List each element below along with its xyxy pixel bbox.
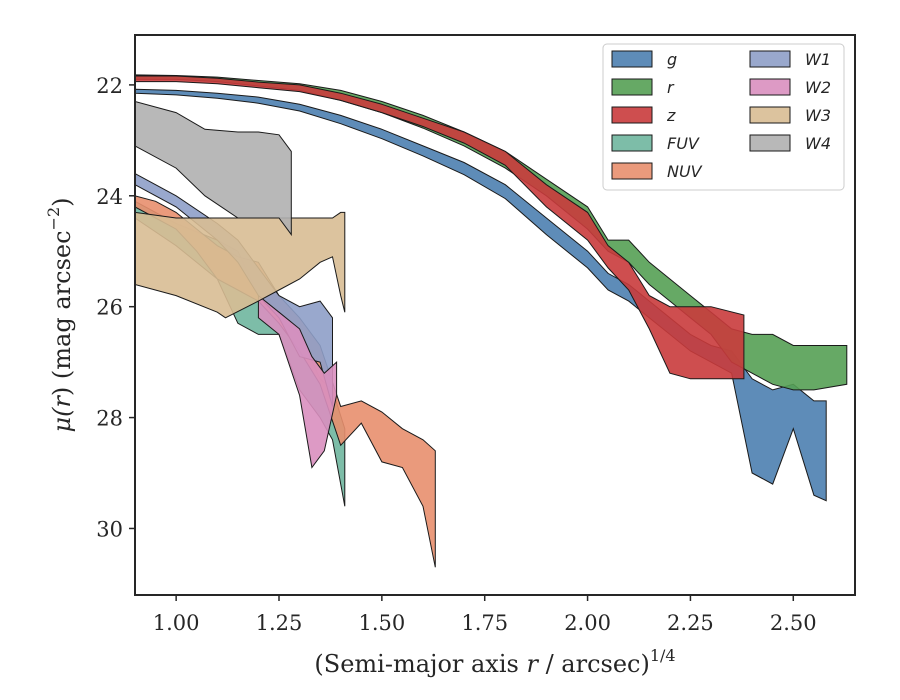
legend-label-w3: W3 (805, 106, 831, 125)
legend-label-fuv: FUV (667, 134, 700, 153)
legend-label-nuv: NUV (667, 162, 703, 181)
legend-label-w4: W4 (805, 134, 831, 153)
y-tick-label: 28 (96, 407, 123, 431)
legend-swatch-g (611, 50, 653, 68)
legend-label-w1: W1 (805, 50, 831, 69)
series-areas (135, 74, 848, 568)
y-axis-label: μ(r) (mag arcsec−2) (44, 197, 76, 432)
x-tick-label: 2.50 (770, 611, 817, 635)
series-area-z (135, 75, 745, 380)
legend-swatch-nuv (611, 162, 653, 180)
series-area-w3 (135, 211, 346, 319)
legend-label-w2: W2 (805, 78, 831, 97)
legend-swatch-z (611, 106, 653, 124)
legend-swatch-w2 (749, 78, 791, 96)
legend-swatch-r (611, 78, 653, 96)
legend: grz FUV NUV W1 W2 W3 W4 (602, 43, 845, 191)
series-area-g (135, 88, 827, 502)
x-tick-label: 2.00 (564, 611, 611, 635)
legend-label-z: z (666, 106, 676, 125)
x-tick-label: 1.50 (358, 611, 405, 635)
series-area-w2 (257, 294, 338, 469)
x-tick-label: 1.00 (153, 611, 200, 635)
x-tick-label: 2.25 (667, 611, 714, 635)
x-axis: 1.00 1.25 1.50 1.75 2.00 2.25 2.50 (153, 595, 817, 635)
x-tick-label: 1.75 (461, 611, 508, 635)
y-tick-label: 26 (96, 296, 123, 320)
y-tick-label: 24 (96, 185, 123, 209)
y-tick-label: 22 (96, 74, 123, 98)
legend-label-g: g (667, 50, 677, 69)
legend-swatch-w4 (749, 134, 791, 152)
legend-swatch-w1 (749, 50, 791, 68)
y-tick-label: 30 (96, 517, 123, 541)
series-area-w4 (135, 100, 292, 237)
legend-swatch-fuv (611, 134, 653, 152)
x-tick-label: 1.25 (256, 611, 303, 635)
plot-frame (134, 34, 856, 596)
legend-label-r: r (667, 78, 675, 97)
x-axis-label: (Semi-major axis r / arcsec)1/4 (314, 646, 675, 678)
legend-swatch-w3 (749, 106, 791, 124)
y-axis: 22 24 26 28 30 (96, 74, 135, 541)
